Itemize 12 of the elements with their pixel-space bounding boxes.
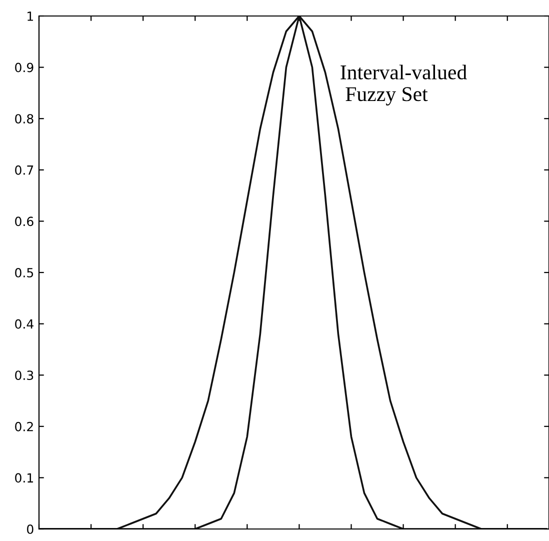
y-tick-label: 1 — [28, 12, 33, 21]
y-tick-label: 0 — [27, 524, 34, 534]
annotation: Interval-valued Fuzzy Set — [340, 64, 467, 106]
y-tick-label: 0.6 — [15, 216, 34, 226]
y-tick-label: 0.1 — [15, 473, 33, 483]
y-tick-label: 0.4 — [15, 319, 34, 329]
y-tick-label: 0.9 — [15, 62, 34, 72]
y-tick-label: 0.3 — [15, 370, 34, 380]
y-tick-label: 0.2 — [15, 422, 33, 432]
y-tick-label: 0.8 — [15, 114, 34, 124]
y-tick-label: 0.5 — [15, 268, 34, 278]
y-tick-label: 0.7 — [15, 165, 34, 175]
